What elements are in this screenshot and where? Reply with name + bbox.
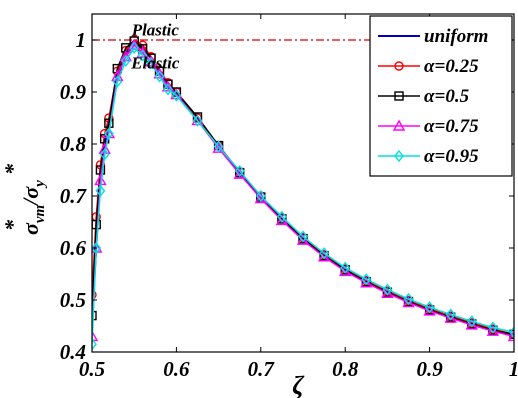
data-point [340,261,351,274]
legend: uniform α=0.25 α=0.5 α=0.75 α=0.95 [369,15,513,177]
data-point [255,189,266,203]
data-point [298,230,308,243]
y-label-sup1: * [0,219,25,231]
y-axis-label-text: σvm/σy [18,180,48,235]
data-point [103,127,114,140]
y-tick-label: 0.8 [60,132,87,156]
data-point [146,57,156,70]
y-tick-label: 0.6 [60,236,87,260]
data-point [128,38,141,50]
x-tick-label: 0.9 [416,357,443,381]
data-point [466,315,477,328]
legend-marker-1 [394,61,404,71]
data-point [137,49,148,62]
y-axis-label: σvm/σy** [0,163,48,235]
data-point [120,54,131,67]
y-label-part: σ [18,222,43,235]
x-tick-label: 1 [509,357,518,381]
x-tick-label: 0.8 [332,357,359,381]
data-point [92,290,97,300]
data-point [445,308,456,321]
y-label-sup2: * [0,163,25,175]
data-point [319,247,329,260]
series-group [92,35,514,351]
legend-label-1: α=0.25 [424,56,479,77]
data-point [444,311,457,323]
data-point [488,321,498,334]
x-tick-label: 0.6 [163,357,190,381]
data-point [192,114,203,127]
data-point [509,326,514,339]
y-tick-label: 0.5 [60,288,86,312]
axes-frame [91,13,515,353]
legend-marker-2 [394,91,404,101]
data-point [382,283,393,296]
data-point [277,210,287,223]
data-point [507,329,514,342]
data-point [361,273,372,286]
annotation-label-0: Plastic [131,21,180,40]
data-point [171,89,182,102]
data-point [424,301,435,314]
data-point [296,233,310,245]
data-point [403,292,414,306]
data-point [234,164,245,178]
y-label-part: σ [18,186,43,199]
data-point [213,140,224,153]
x-tick-label: 0.7 [248,357,276,381]
data-point [465,318,478,330]
y-tick-label: 0.4 [60,340,86,364]
annotation-label-1: Elastic [130,53,180,72]
y-label-part: / [18,197,43,207]
plot-area [92,35,514,351]
data-point [95,184,106,197]
legend-marker-4 [394,149,404,163]
data-point [92,310,97,321]
legend-label-2: α=0.5 [424,86,470,107]
series-line-4 [92,46,514,345]
legend-label-0: uniform [424,26,488,47]
data-point [509,329,514,340]
data-point [99,148,110,161]
x-axis-label: ζ [292,371,305,398]
data-point [317,250,331,262]
legend-label-4: α=0.95 [424,146,479,167]
data-point [360,276,373,288]
y-label-part: vm [32,205,48,223]
data-point [92,329,99,342]
legend-label-3: α=0.75 [424,116,479,137]
data-point [112,75,123,88]
data-point [163,83,173,96]
data-point [423,304,436,316]
y-tick-label: 1 [76,28,87,52]
data-point [92,338,97,351]
data-point [92,241,102,255]
y-label-part: y [32,180,48,189]
legend-marker-3 [392,119,406,131]
y-tick-label: 0.7 [60,184,88,208]
data-point [381,286,394,298]
x-tick-label: 0.5 [79,357,105,381]
data-point [154,70,165,83]
data-point [402,296,415,308]
y-tick-label: 0.9 [60,80,87,104]
data-point [486,324,500,336]
data-point [339,264,352,277]
data-point [129,41,140,54]
axes: 0.50.60.70.80.910.40.50.60.70.80.91ζσvm/… [0,13,518,398]
